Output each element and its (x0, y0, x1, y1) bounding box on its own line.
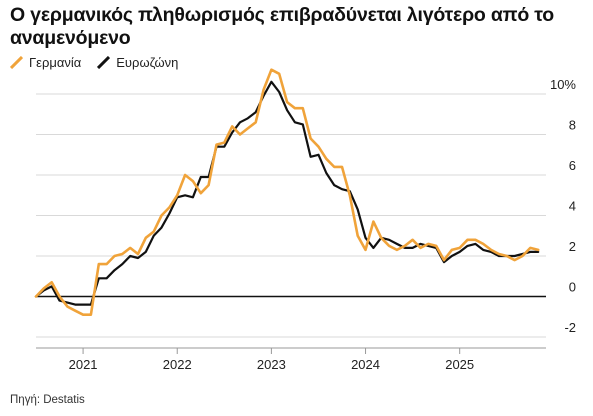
source-note: Πηγή: Destatis (10, 394, 85, 406)
eurozone-line (34, 80, 540, 306)
y-tick-label: -2 (564, 320, 576, 335)
legend-label-germany: Γερμανία (29, 55, 82, 70)
legend: Γερμανία Ευρωζώνη (10, 55, 194, 70)
x-axis: 2021 2022 2023 2024 2025 (36, 347, 546, 372)
x-tick-label: 2025 (445, 357, 474, 372)
y-tick-label: 0 (569, 280, 576, 295)
x-tick-label: 2021 (69, 357, 98, 372)
y-tick-label: 4 (569, 199, 576, 214)
legend-item-eurozone: Ευρωζώνη (97, 55, 178, 70)
x-tick-label: 2024 (351, 357, 380, 372)
series-lines (34, 68, 540, 316)
y-tick-label: 2 (569, 239, 576, 254)
grid (36, 93, 546, 338)
x-tick-label: 2022 (163, 357, 192, 372)
y-axis-labels: -2 0 2 4 6 8 10% (550, 77, 576, 335)
y-tick-label: 6 (569, 158, 576, 173)
x-tick-label: 2023 (257, 357, 286, 372)
legend-swatch-eurozone (97, 56, 111, 69)
chart-title: Ο γερμανικός πληθωρισμός επιβραδύνεται λ… (10, 4, 554, 49)
y-tick-label: 8 (569, 118, 576, 133)
y-tick-label: 10% (550, 77, 576, 92)
germany-line (34, 68, 540, 316)
legend-label-eurozone: Ευρωζώνη (116, 55, 179, 70)
legend-item-germany: Γερμανία (10, 55, 81, 70)
legend-swatch-germany (10, 56, 23, 69)
